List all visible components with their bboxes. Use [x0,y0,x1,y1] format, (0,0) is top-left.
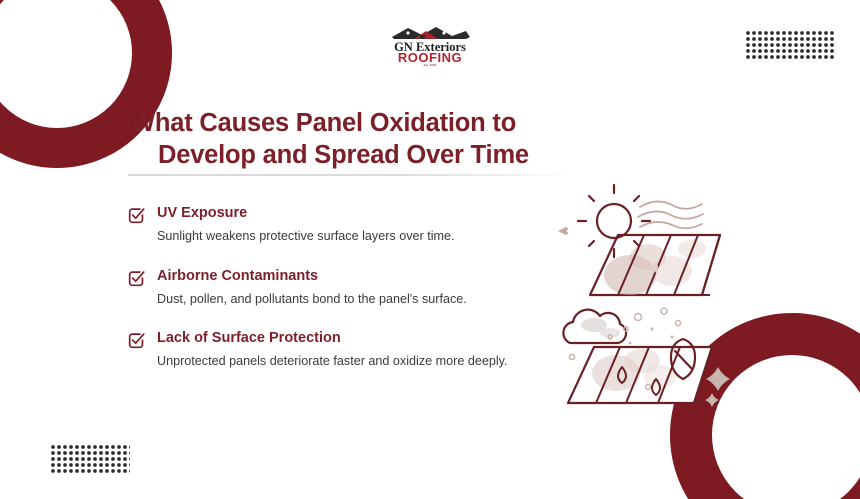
logo-line-2: ROOFING [398,50,462,65]
feature-title: Airborne Contaminants [157,267,319,284]
decorative-dot-grid-top-right [745,30,835,60]
cloud-icon [562,308,628,345]
heat-wave-lines [637,200,704,230]
checkbox-check-icon [128,207,145,224]
checkbox-check-icon [128,332,145,349]
panel-oxidation-stains [604,240,706,295]
page-title: What Causes Panel Oxidation to Develop a… [131,107,591,171]
sun-over-oxidized-panel-illustration [552,183,732,301]
cloud-dust-unprotected-panel-illustration [552,303,732,415]
headline-line-2: Develop and Spread Over Time [158,141,529,170]
title-divider [128,174,571,176]
feature-title: UV Exposure [157,205,248,221]
feature-list: UV Exposure Sunlight weakens protective … [128,204,540,372]
feature-description: Dust, pollen, and pollutants bond to the… [157,291,467,306]
sparkle-icon [705,367,730,407]
logo-line-1: GN Exteriors [394,40,466,54]
list-item: Lack of Surface Protection Unprotected p… [128,329,540,372]
checkbox-check-icon [128,270,145,287]
feature-title: Lack of Surface Protection [157,330,341,347]
logo-tagline: Est. 2005 [424,63,437,66]
gn-exteriors-roofing-logo: GN Exteriors ROOFING Est. 2005 [370,24,490,66]
feature-description: Sunlight weakens protective surface laye… [157,229,455,244]
list-item: Airborne Contaminants Dust, pollen, and … [128,267,540,310]
decorative-dot-grid-bottom-left [50,444,130,474]
water-droplet-icon [617,366,661,396]
shield-crossed-out-icon [669,337,697,381]
sun-icon [576,183,652,259]
feature-description: Unprotected panels deteriorate faster an… [157,354,508,369]
sparkle-icon [558,227,568,235]
roofline-graphic [392,27,470,39]
dust-particles [568,307,682,391]
list-item: UV Exposure Sunlight weakens protective … [128,204,540,247]
headline-line-1: What Causes Panel Oxidation to [131,109,517,138]
